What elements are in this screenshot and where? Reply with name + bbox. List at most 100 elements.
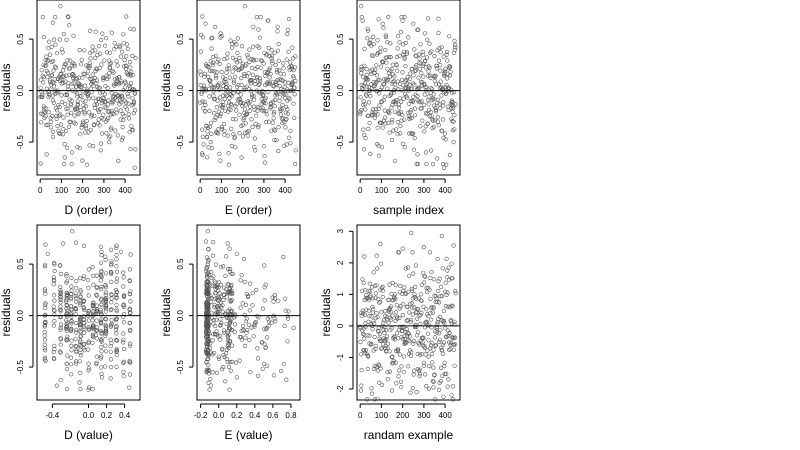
scatter-point xyxy=(391,294,397,299)
x-tick-label: 100 xyxy=(55,186,69,195)
scatter-point xyxy=(62,64,67,69)
scatter-point xyxy=(452,127,457,132)
scatter-point xyxy=(433,294,439,299)
scatter-point xyxy=(375,266,380,271)
scatter-point xyxy=(368,289,373,294)
scatter-point xyxy=(450,304,455,309)
scatter-point xyxy=(215,297,220,303)
scatter-point xyxy=(62,155,67,160)
x-tick-label: 0.0 xyxy=(83,411,95,420)
scatter-point xyxy=(91,327,96,332)
scatter-point xyxy=(225,290,230,295)
scatter-point xyxy=(403,63,408,69)
scatter-point xyxy=(83,125,89,131)
scatter-point xyxy=(232,134,237,139)
scatter-point xyxy=(103,304,108,309)
scatter-point xyxy=(64,366,70,372)
scatter-point xyxy=(391,361,396,366)
scatter-point xyxy=(94,303,100,308)
scatter-point xyxy=(132,165,137,170)
scatter-point xyxy=(58,327,63,332)
scatter-point xyxy=(206,353,211,358)
scatter-point xyxy=(64,37,69,42)
scatter-point xyxy=(447,34,452,39)
scatter-point xyxy=(293,65,298,70)
scatter-point xyxy=(369,341,374,347)
scatter-point xyxy=(212,304,217,310)
scatter-point xyxy=(242,279,247,285)
scatter-point xyxy=(272,127,277,132)
scatter-point xyxy=(206,247,211,252)
scatter-point xyxy=(394,314,399,319)
scatter-point xyxy=(394,54,400,60)
scatter-point xyxy=(127,267,133,272)
scatter-point xyxy=(102,92,107,97)
scatter-point xyxy=(377,77,382,83)
scatter-point xyxy=(106,115,111,121)
scatter-point xyxy=(90,309,96,314)
scatter-point xyxy=(204,345,210,350)
scatter-point xyxy=(94,81,99,86)
x-tick-label: 0.6 xyxy=(267,411,279,420)
scatter-point xyxy=(441,318,446,324)
x-tick-label: 0 xyxy=(358,411,363,420)
scatter-point xyxy=(363,136,368,141)
scatter-point xyxy=(99,345,104,350)
scatter-point xyxy=(64,291,69,296)
y-tick-label: -0.5 xyxy=(176,135,185,149)
scatter-point xyxy=(109,125,114,130)
scatter-point xyxy=(251,334,256,339)
scatter-point xyxy=(213,296,218,302)
scatter-point xyxy=(391,99,396,105)
scatter-point xyxy=(110,101,115,106)
scatter-point xyxy=(67,97,72,102)
scatter-point xyxy=(370,112,375,117)
scatter-point xyxy=(206,270,211,275)
scatter-point xyxy=(42,329,47,335)
scatter-point xyxy=(279,368,284,374)
scatter-point xyxy=(230,55,235,61)
scatter-point xyxy=(415,152,420,157)
scatter-point xyxy=(63,101,68,107)
scatter-point xyxy=(53,105,59,111)
scatter-point xyxy=(255,356,261,361)
scatter-point xyxy=(440,373,445,378)
scatter-point xyxy=(443,280,448,285)
scatter-point xyxy=(86,267,92,272)
scatter-point xyxy=(91,334,96,340)
scatter-point xyxy=(248,281,253,286)
scatter-point xyxy=(48,125,54,130)
scatter-point xyxy=(86,385,92,390)
scatter-point xyxy=(234,251,239,256)
scatter-point xyxy=(114,98,120,103)
scatter-point xyxy=(424,285,429,291)
scatter-point xyxy=(364,293,369,298)
scatter-point xyxy=(276,148,281,153)
scatter-point xyxy=(206,65,211,70)
scatter-point xyxy=(284,377,289,382)
scatter-point xyxy=(288,128,293,133)
scatter-point xyxy=(417,66,423,71)
scatter-point xyxy=(56,128,61,133)
scatter-point xyxy=(423,372,428,377)
scatter-point xyxy=(109,271,114,276)
scatter-point xyxy=(451,347,457,352)
scatter-point xyxy=(45,122,50,127)
scatter-point xyxy=(407,116,412,122)
scatter-point xyxy=(417,313,422,318)
scatter-point xyxy=(250,72,255,77)
scatter-point xyxy=(205,357,210,362)
scatter-point xyxy=(220,367,225,372)
scatter-point xyxy=(59,99,65,105)
scatter-point xyxy=(364,93,369,98)
scatter-point xyxy=(119,137,124,143)
scatter-point xyxy=(378,45,383,50)
scatter-point xyxy=(269,56,274,61)
scatter-point xyxy=(42,106,47,111)
scatter-point xyxy=(407,82,412,87)
scatter-point xyxy=(244,330,249,335)
scatter-point xyxy=(239,123,244,129)
scatter-point xyxy=(102,99,107,104)
scatter-point xyxy=(59,93,64,98)
